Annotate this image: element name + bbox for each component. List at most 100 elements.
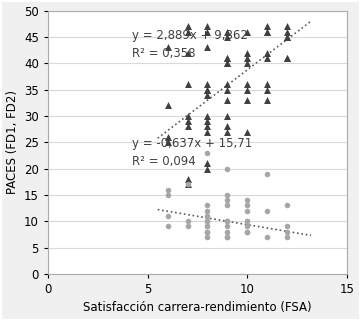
Point xyxy=(284,55,290,60)
Point xyxy=(225,61,230,66)
Point xyxy=(204,87,210,92)
Point xyxy=(244,61,250,66)
Point xyxy=(204,213,210,219)
Point xyxy=(225,219,230,224)
Point xyxy=(204,161,210,166)
Point xyxy=(165,224,171,229)
Point xyxy=(204,92,210,97)
Point xyxy=(264,171,270,176)
Point xyxy=(244,50,250,55)
Point xyxy=(185,82,190,87)
X-axis label: Satisfacción carrera-rendimiento (FSA): Satisfacción carrera-rendimiento (FSA) xyxy=(83,301,312,315)
Point xyxy=(225,224,230,229)
Point xyxy=(264,235,270,240)
Point xyxy=(204,113,210,118)
Point xyxy=(284,203,290,208)
Text: y = -0,637x + 15,71: y = -0,637x + 15,71 xyxy=(132,137,252,150)
Point xyxy=(225,87,230,92)
Point xyxy=(264,208,270,213)
Point xyxy=(204,24,210,29)
Point xyxy=(225,55,230,60)
Text: R² = 0,358: R² = 0,358 xyxy=(132,47,195,60)
Point xyxy=(264,24,270,29)
Point xyxy=(225,235,230,240)
Point xyxy=(225,29,230,34)
Point xyxy=(244,197,250,203)
Point xyxy=(185,219,190,224)
Point xyxy=(185,29,190,34)
Point xyxy=(225,203,230,208)
Point xyxy=(204,224,210,229)
Point xyxy=(264,87,270,92)
Point xyxy=(225,61,230,66)
Point xyxy=(284,235,290,240)
Point xyxy=(204,219,210,224)
Point xyxy=(185,50,190,55)
Point xyxy=(284,29,290,34)
Point xyxy=(284,229,290,234)
Point xyxy=(204,229,210,234)
Point xyxy=(225,82,230,87)
Point xyxy=(264,50,270,55)
Point xyxy=(185,182,190,187)
Point xyxy=(244,208,250,213)
Point xyxy=(244,98,250,103)
Point xyxy=(284,55,290,60)
Point xyxy=(225,129,230,134)
Point xyxy=(244,229,250,234)
Point xyxy=(225,192,230,197)
Point xyxy=(165,140,171,145)
Point xyxy=(225,235,230,240)
Point xyxy=(284,224,290,229)
Point xyxy=(204,235,210,240)
Point xyxy=(244,224,250,229)
Point xyxy=(165,187,171,192)
Point xyxy=(264,29,270,34)
Point xyxy=(204,229,210,234)
Point xyxy=(185,24,190,29)
Point xyxy=(204,124,210,129)
Point xyxy=(284,34,290,39)
Y-axis label: PACES (FD1, FD2): PACES (FD1, FD2) xyxy=(5,90,19,194)
Point xyxy=(264,29,270,34)
Point xyxy=(244,82,250,87)
Point xyxy=(165,103,171,108)
Point xyxy=(225,219,230,224)
Point xyxy=(204,119,210,124)
Point xyxy=(165,134,171,140)
Point xyxy=(244,129,250,134)
Point xyxy=(225,166,230,171)
Point xyxy=(204,82,210,87)
Point xyxy=(225,34,230,39)
Point xyxy=(284,24,290,29)
Point xyxy=(204,129,210,134)
Point xyxy=(244,229,250,234)
Point xyxy=(264,82,270,87)
Point xyxy=(204,203,210,208)
Point xyxy=(185,177,190,182)
Point xyxy=(185,182,190,187)
Point xyxy=(204,29,210,34)
Point xyxy=(185,113,190,118)
Point xyxy=(225,229,230,234)
Point xyxy=(225,98,230,103)
Point xyxy=(264,55,270,60)
Point xyxy=(244,219,250,224)
Point xyxy=(244,203,250,208)
Point xyxy=(165,192,171,197)
Point xyxy=(244,55,250,60)
Point xyxy=(204,208,210,213)
Point xyxy=(225,55,230,60)
Text: R² = 0,094: R² = 0,094 xyxy=(132,156,195,168)
Point xyxy=(225,124,230,129)
Point xyxy=(165,45,171,50)
Text: y = 2,889x + 9,862: y = 2,889x + 9,862 xyxy=(132,29,248,42)
Point xyxy=(204,150,210,155)
Point xyxy=(264,98,270,103)
Point xyxy=(244,29,250,34)
Point xyxy=(244,219,250,224)
Point xyxy=(165,213,171,219)
Point xyxy=(204,87,210,92)
Point xyxy=(185,119,190,124)
Point xyxy=(204,224,210,229)
